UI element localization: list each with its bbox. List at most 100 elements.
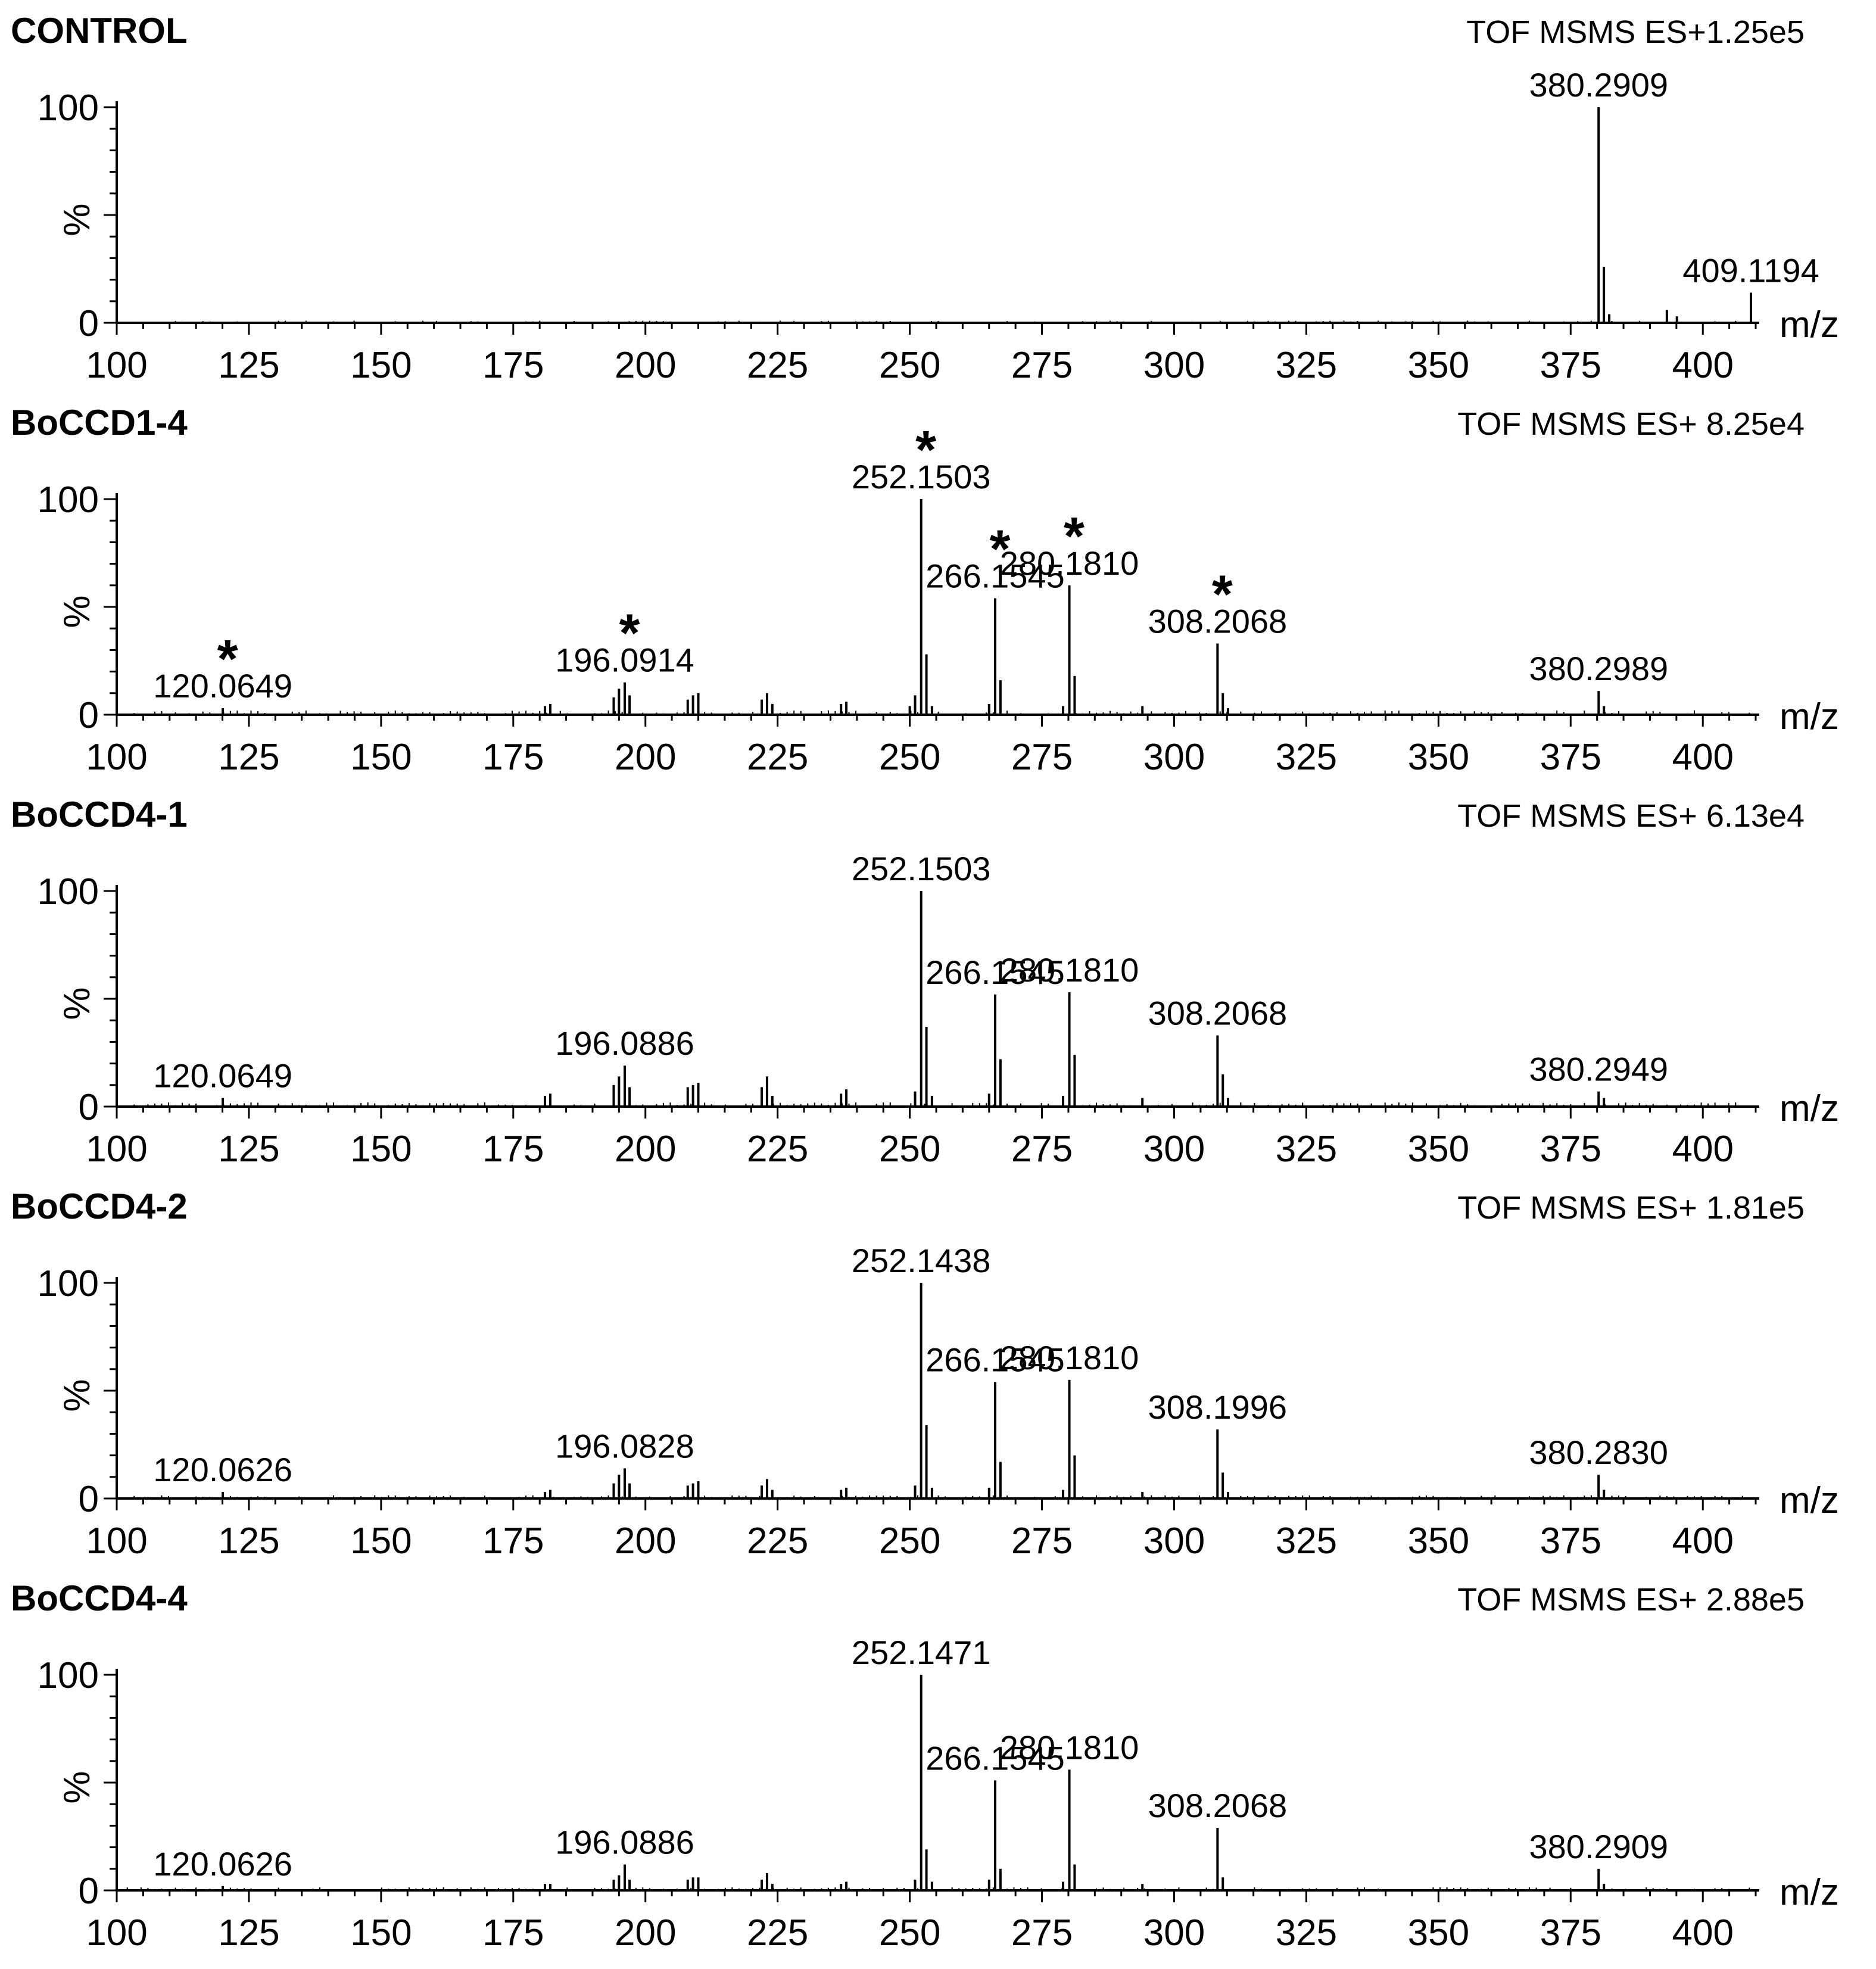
peak-star-marker: * <box>1064 507 1085 566</box>
y-tick-label: 0 <box>79 1871 99 1912</box>
x-tick-label: 400 <box>1672 345 1733 386</box>
peak-star-marker: * <box>915 420 936 480</box>
peak-label: 252.1471 <box>852 1634 991 1671</box>
peak-star-marker: * <box>619 604 640 663</box>
y-tick-label: 100 <box>38 871 99 912</box>
peak-label: 266.1545 <box>925 954 1065 991</box>
scan-info: TOF MSMS ES+1.25e5 <box>1466 14 1805 50</box>
peak-label: 409.1194 <box>1682 251 1819 289</box>
x-tick-label: 250 <box>879 1521 940 1562</box>
y-tick-label: 100 <box>38 88 99 129</box>
x-tick-label: 250 <box>879 737 940 778</box>
x-axis-label: m/z <box>1780 1088 1839 1129</box>
x-tick-label: 350 <box>1408 1912 1469 1954</box>
peak-label: 120.0649 <box>153 667 292 705</box>
y-tick-label: 0 <box>79 303 99 344</box>
y-tick-label: 0 <box>79 1479 99 1520</box>
peak-label: 196.0914 <box>555 641 694 679</box>
x-tick-label: 250 <box>879 1129 940 1170</box>
x-tick-label: 325 <box>1276 1521 1337 1562</box>
x-tick-label: 350 <box>1408 1129 1469 1170</box>
y-axis-label: % <box>57 1771 98 1803</box>
x-tick-label: 125 <box>218 737 279 778</box>
x-tick-label: 150 <box>350 1912 412 1954</box>
x-tick-label: 225 <box>747 1521 808 1562</box>
peak-label: 380.2949 <box>1529 1051 1668 1088</box>
x-tick-label: 400 <box>1672 1129 1733 1170</box>
x-tick-label: 300 <box>1143 737 1205 778</box>
panel-title: CONTROL <box>11 11 188 51</box>
y-axis-label: % <box>57 1379 98 1412</box>
x-tick-label: 375 <box>1540 345 1601 386</box>
peak-label: 308.2068 <box>1148 1787 1288 1824</box>
x-axis-label: m/z <box>1780 696 1839 737</box>
x-tick-label: 300 <box>1143 1521 1205 1562</box>
x-tick-label: 275 <box>1011 1521 1073 1562</box>
panel-title: BoCCD1-4 <box>11 403 188 443</box>
x-tick-label: 125 <box>218 1129 279 1170</box>
x-tick-label: 175 <box>482 1912 544 1954</box>
y-axis-label: % <box>57 203 98 236</box>
x-tick-label: 100 <box>86 737 147 778</box>
x-tick-label: 400 <box>1672 1912 1733 1954</box>
y-tick-label: 0 <box>79 695 99 736</box>
x-tick-label: 300 <box>1143 1912 1205 1954</box>
peak-label: 266.1545 <box>925 1739 1065 1777</box>
x-tick-label: 200 <box>615 1129 676 1170</box>
x-tick-label: 150 <box>350 1129 412 1170</box>
x-tick-label: 400 <box>1672 737 1733 778</box>
x-tick-label: 175 <box>482 345 544 386</box>
peak-label: 280.1810 <box>1000 951 1139 989</box>
x-tick-label: 200 <box>615 1521 676 1562</box>
x-tick-label: 175 <box>482 737 544 778</box>
y-axis-label: % <box>57 987 98 1020</box>
peak-label: 196.0886 <box>555 1824 694 1861</box>
x-tick-label: 125 <box>218 1912 279 1954</box>
x-tick-label: 275 <box>1011 345 1073 386</box>
peak-label: 280.1810 <box>1000 544 1139 582</box>
x-tick-label: 100 <box>86 1129 147 1170</box>
baseline-noise <box>126 1495 1750 1498</box>
x-tick-label: 375 <box>1540 1129 1601 1170</box>
panel-title: BoCCD4-4 <box>11 1578 188 1618</box>
x-tick-label: 300 <box>1143 345 1205 386</box>
baseline-noise <box>126 1102 1750 1107</box>
peak-label: 380.2989 <box>1529 650 1669 687</box>
peak-star-marker: * <box>989 520 1010 580</box>
x-tick-label: 250 <box>879 345 940 386</box>
scan-info: TOF MSMS ES+ 6.13e4 <box>1457 798 1805 834</box>
peak-label: 308.2068 <box>1148 603 1288 640</box>
peak-label: 308.1996 <box>1148 1388 1287 1426</box>
y-tick-label: 100 <box>38 479 99 521</box>
x-tick-label: 125 <box>218 1521 279 1562</box>
x-axis-label: m/z <box>1780 304 1839 345</box>
x-tick-label: 200 <box>615 737 676 778</box>
x-axis-label: m/z <box>1780 1872 1839 1913</box>
scan-info: TOF MSMS ES+ 2.88e5 <box>1457 1582 1805 1618</box>
panel-title: BoCCD4-1 <box>11 795 188 834</box>
peak-star-marker: * <box>1212 565 1233 625</box>
peak-label: 266.1545 <box>925 557 1065 595</box>
x-tick-label: 175 <box>482 1521 544 1562</box>
peak-label: 120.0626 <box>153 1451 292 1488</box>
x-tick-label: 100 <box>86 1912 147 1954</box>
x-tick-label: 325 <box>1276 345 1337 386</box>
x-tick-label: 275 <box>1011 737 1073 778</box>
peak-label: 120.0626 <box>153 1845 292 1883</box>
x-tick-label: 150 <box>350 737 412 778</box>
x-tick-label: 225 <box>747 345 808 386</box>
peak-label: 380.2909 <box>1529 66 1668 104</box>
x-tick-label: 125 <box>218 345 279 386</box>
x-tick-label: 325 <box>1276 737 1337 778</box>
peak-label: 266.1545 <box>925 1341 1065 1379</box>
x-tick-label: 250 <box>879 1912 940 1954</box>
baseline-noise <box>126 320 1750 323</box>
y-tick-label: 100 <box>38 1655 99 1696</box>
x-tick-label: 225 <box>747 1912 808 1954</box>
y-axis-label: % <box>57 595 98 628</box>
